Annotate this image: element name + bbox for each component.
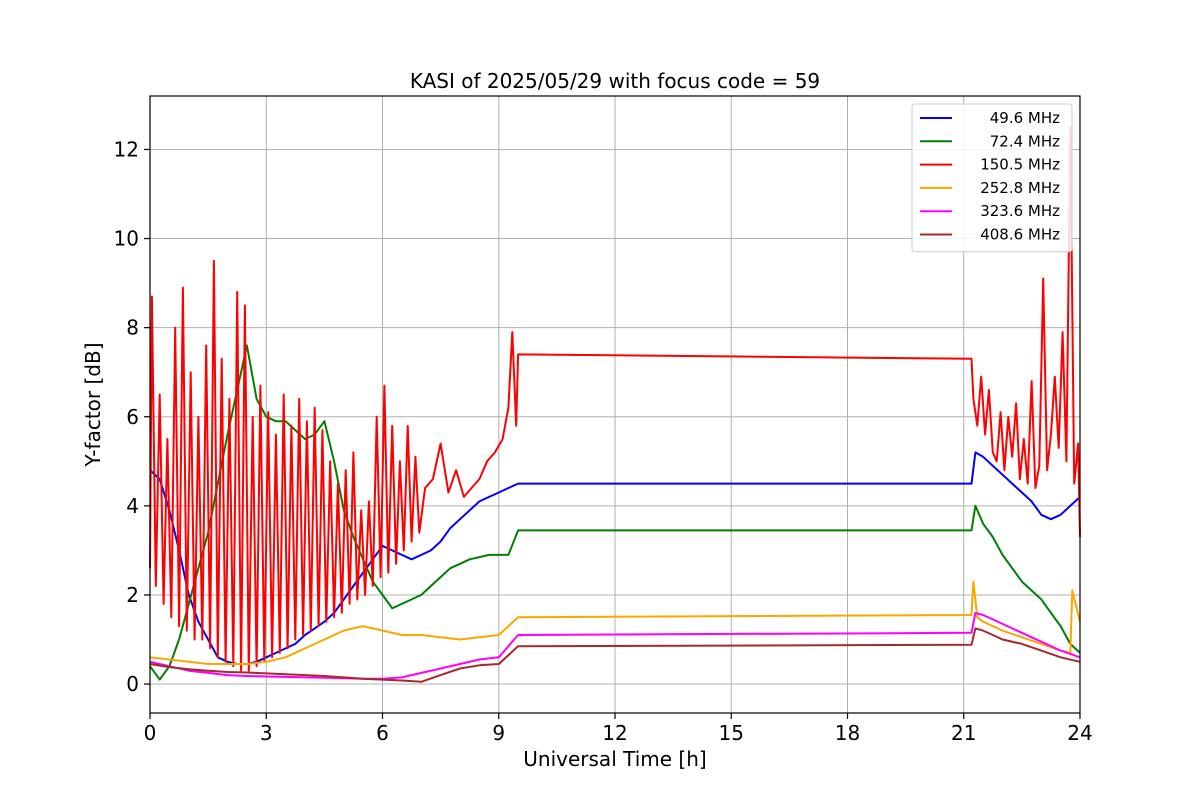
x-tick-label: 9 (492, 721, 505, 745)
series-line-323.6-mhz (149, 611, 1081, 680)
x-tick-label: 15 (719, 721, 744, 745)
x-tick-label: 18 (835, 721, 860, 745)
legend-label: 408.6 MHz (980, 226, 1060, 244)
x-tick-label: 21 (951, 721, 976, 745)
x-tick-label: 6 (376, 721, 389, 745)
chart-title: KASI of 2025/05/29 with focus code = 59 (410, 69, 820, 93)
series-line-150.5-mhz (149, 126, 1081, 672)
y-tick-label: 12 (114, 137, 139, 161)
x-axis-label: Universal Time [h] (523, 747, 706, 771)
y-tick-label: 4 (126, 494, 139, 518)
y-tick-label: 6 (126, 405, 139, 429)
y-tick-label: 10 (114, 227, 139, 251)
legend-label: 252.8 MHz (980, 179, 1060, 197)
series-line-252.8-mhz (149, 580, 1081, 665)
legend: 49.6 MHz 72.4 MHz 150.5 MHz 252.8 MHz 323.6 … (911, 103, 1073, 253)
legend-label: 150.5 MHz (980, 156, 1060, 174)
y-axis-label: Y-factor [dB] (81, 342, 105, 467)
y-tick-label: 0 (126, 672, 139, 696)
series-line-72.4-mhz (149, 344, 1081, 681)
x-tick-label: 0 (144, 721, 157, 745)
series-line-408.6-mhz (149, 627, 1081, 683)
x-tick-label: 3 (260, 721, 273, 745)
y-tick-label: 8 (126, 316, 139, 340)
x-tick-label: 12 (602, 721, 627, 745)
y-tick-label: 2 (126, 583, 139, 607)
legend-label: 72.4 MHz (990, 132, 1060, 150)
legend-label: 323.6 MHz (980, 202, 1060, 220)
series-layer (149, 126, 1081, 683)
legend-label: 49.6 MHz (990, 109, 1060, 127)
x-tick-label: 24 (1067, 721, 1092, 745)
